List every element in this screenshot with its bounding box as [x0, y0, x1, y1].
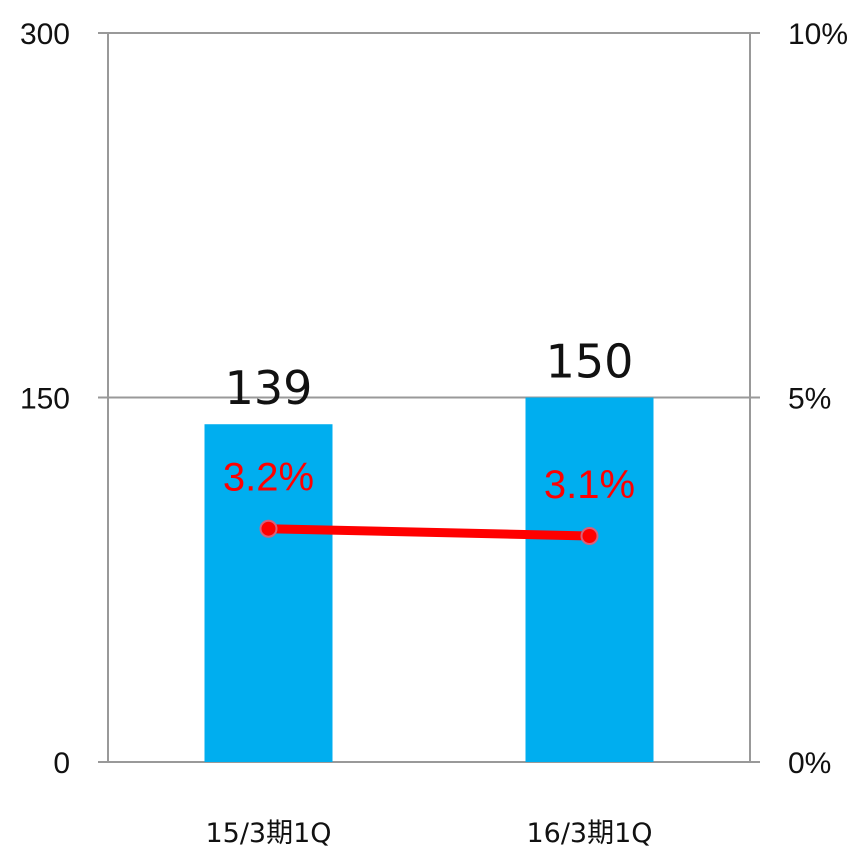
right-tick-label: 10% [788, 18, 848, 51]
line-value-label: 3.1% [544, 463, 635, 507]
category-label: 16/3期1Q [526, 818, 652, 849]
line-point [259, 519, 278, 538]
line-value-label: 3.2% [223, 456, 314, 500]
grid-lines [108, 32, 750, 763]
right-tick-label: 0% [788, 747, 831, 780]
right-tick-label: 5% [788, 383, 831, 416]
bar-series [204, 397, 654, 762]
bar-value-label: 150 [546, 335, 634, 389]
line-series-path [264, 524, 594, 541]
axes: 0 150 300 0% 5% 10% 15/3期1Q 16/3期1Q [20, 18, 848, 849]
left-tick-label: 0 [53, 747, 70, 780]
left-tick-label: 300 [20, 18, 70, 51]
line-point [580, 527, 599, 546]
left-tick-label: 150 [20, 383, 70, 416]
bar [525, 397, 654, 762]
category-label: 15/3期1Q [205, 818, 331, 849]
data-labels: 139 150 3.2% 3.1% [223, 335, 635, 508]
line-series [259, 519, 599, 546]
bar-value-label: 139 [225, 361, 313, 415]
bar [204, 424, 333, 762]
